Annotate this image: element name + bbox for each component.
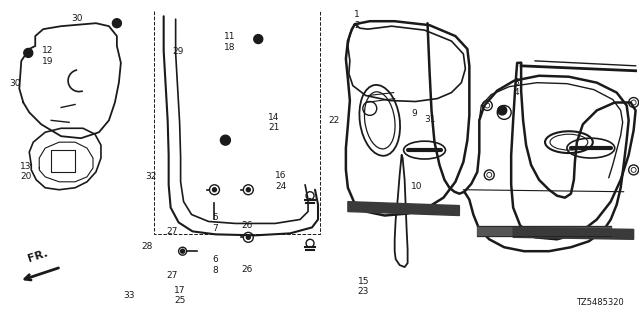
- Text: TZ5485320: TZ5485320: [576, 298, 623, 307]
- Text: 9: 9: [412, 108, 417, 117]
- Circle shape: [180, 249, 184, 253]
- Text: 8: 8: [212, 266, 218, 275]
- Text: 17: 17: [174, 285, 186, 295]
- Text: 22: 22: [328, 116, 340, 125]
- Text: 26: 26: [241, 220, 252, 229]
- Text: FR.: FR.: [26, 248, 49, 264]
- Text: 7: 7: [212, 224, 218, 233]
- Circle shape: [212, 188, 216, 192]
- Text: 14: 14: [268, 113, 280, 122]
- Text: 25: 25: [174, 296, 186, 305]
- Text: 5: 5: [212, 213, 218, 222]
- Text: 24: 24: [275, 181, 286, 190]
- Text: 30: 30: [10, 79, 21, 88]
- Circle shape: [220, 135, 230, 145]
- Circle shape: [246, 235, 250, 239]
- Text: 10: 10: [411, 181, 422, 190]
- Polygon shape: [513, 228, 634, 239]
- Text: 1: 1: [354, 10, 360, 19]
- Text: 12: 12: [42, 46, 53, 55]
- Text: 29: 29: [173, 47, 184, 56]
- Text: 13: 13: [20, 162, 31, 171]
- Text: 11: 11: [224, 32, 236, 41]
- Text: 31: 31: [424, 115, 435, 124]
- Text: 27: 27: [166, 227, 178, 236]
- Text: 6: 6: [212, 255, 218, 264]
- Polygon shape: [348, 202, 460, 215]
- Text: 19: 19: [42, 57, 53, 66]
- Text: 26: 26: [241, 265, 252, 274]
- Text: 20: 20: [20, 172, 31, 181]
- Text: 18: 18: [224, 43, 236, 52]
- Text: 32: 32: [145, 172, 157, 181]
- Circle shape: [113, 19, 122, 28]
- Text: 27: 27: [166, 271, 178, 280]
- Circle shape: [498, 106, 507, 115]
- Text: 33: 33: [123, 291, 134, 300]
- Text: 23: 23: [358, 287, 369, 296]
- Text: 2: 2: [354, 21, 360, 30]
- Text: 15: 15: [358, 277, 369, 286]
- Text: 4: 4: [513, 88, 519, 97]
- Circle shape: [254, 35, 263, 44]
- Text: 21: 21: [268, 123, 280, 132]
- Circle shape: [246, 188, 250, 192]
- Text: 3: 3: [513, 78, 519, 87]
- Circle shape: [24, 48, 33, 57]
- Text: 30: 30: [71, 14, 83, 23]
- Text: 28: 28: [141, 242, 152, 251]
- Text: 16: 16: [275, 171, 286, 180]
